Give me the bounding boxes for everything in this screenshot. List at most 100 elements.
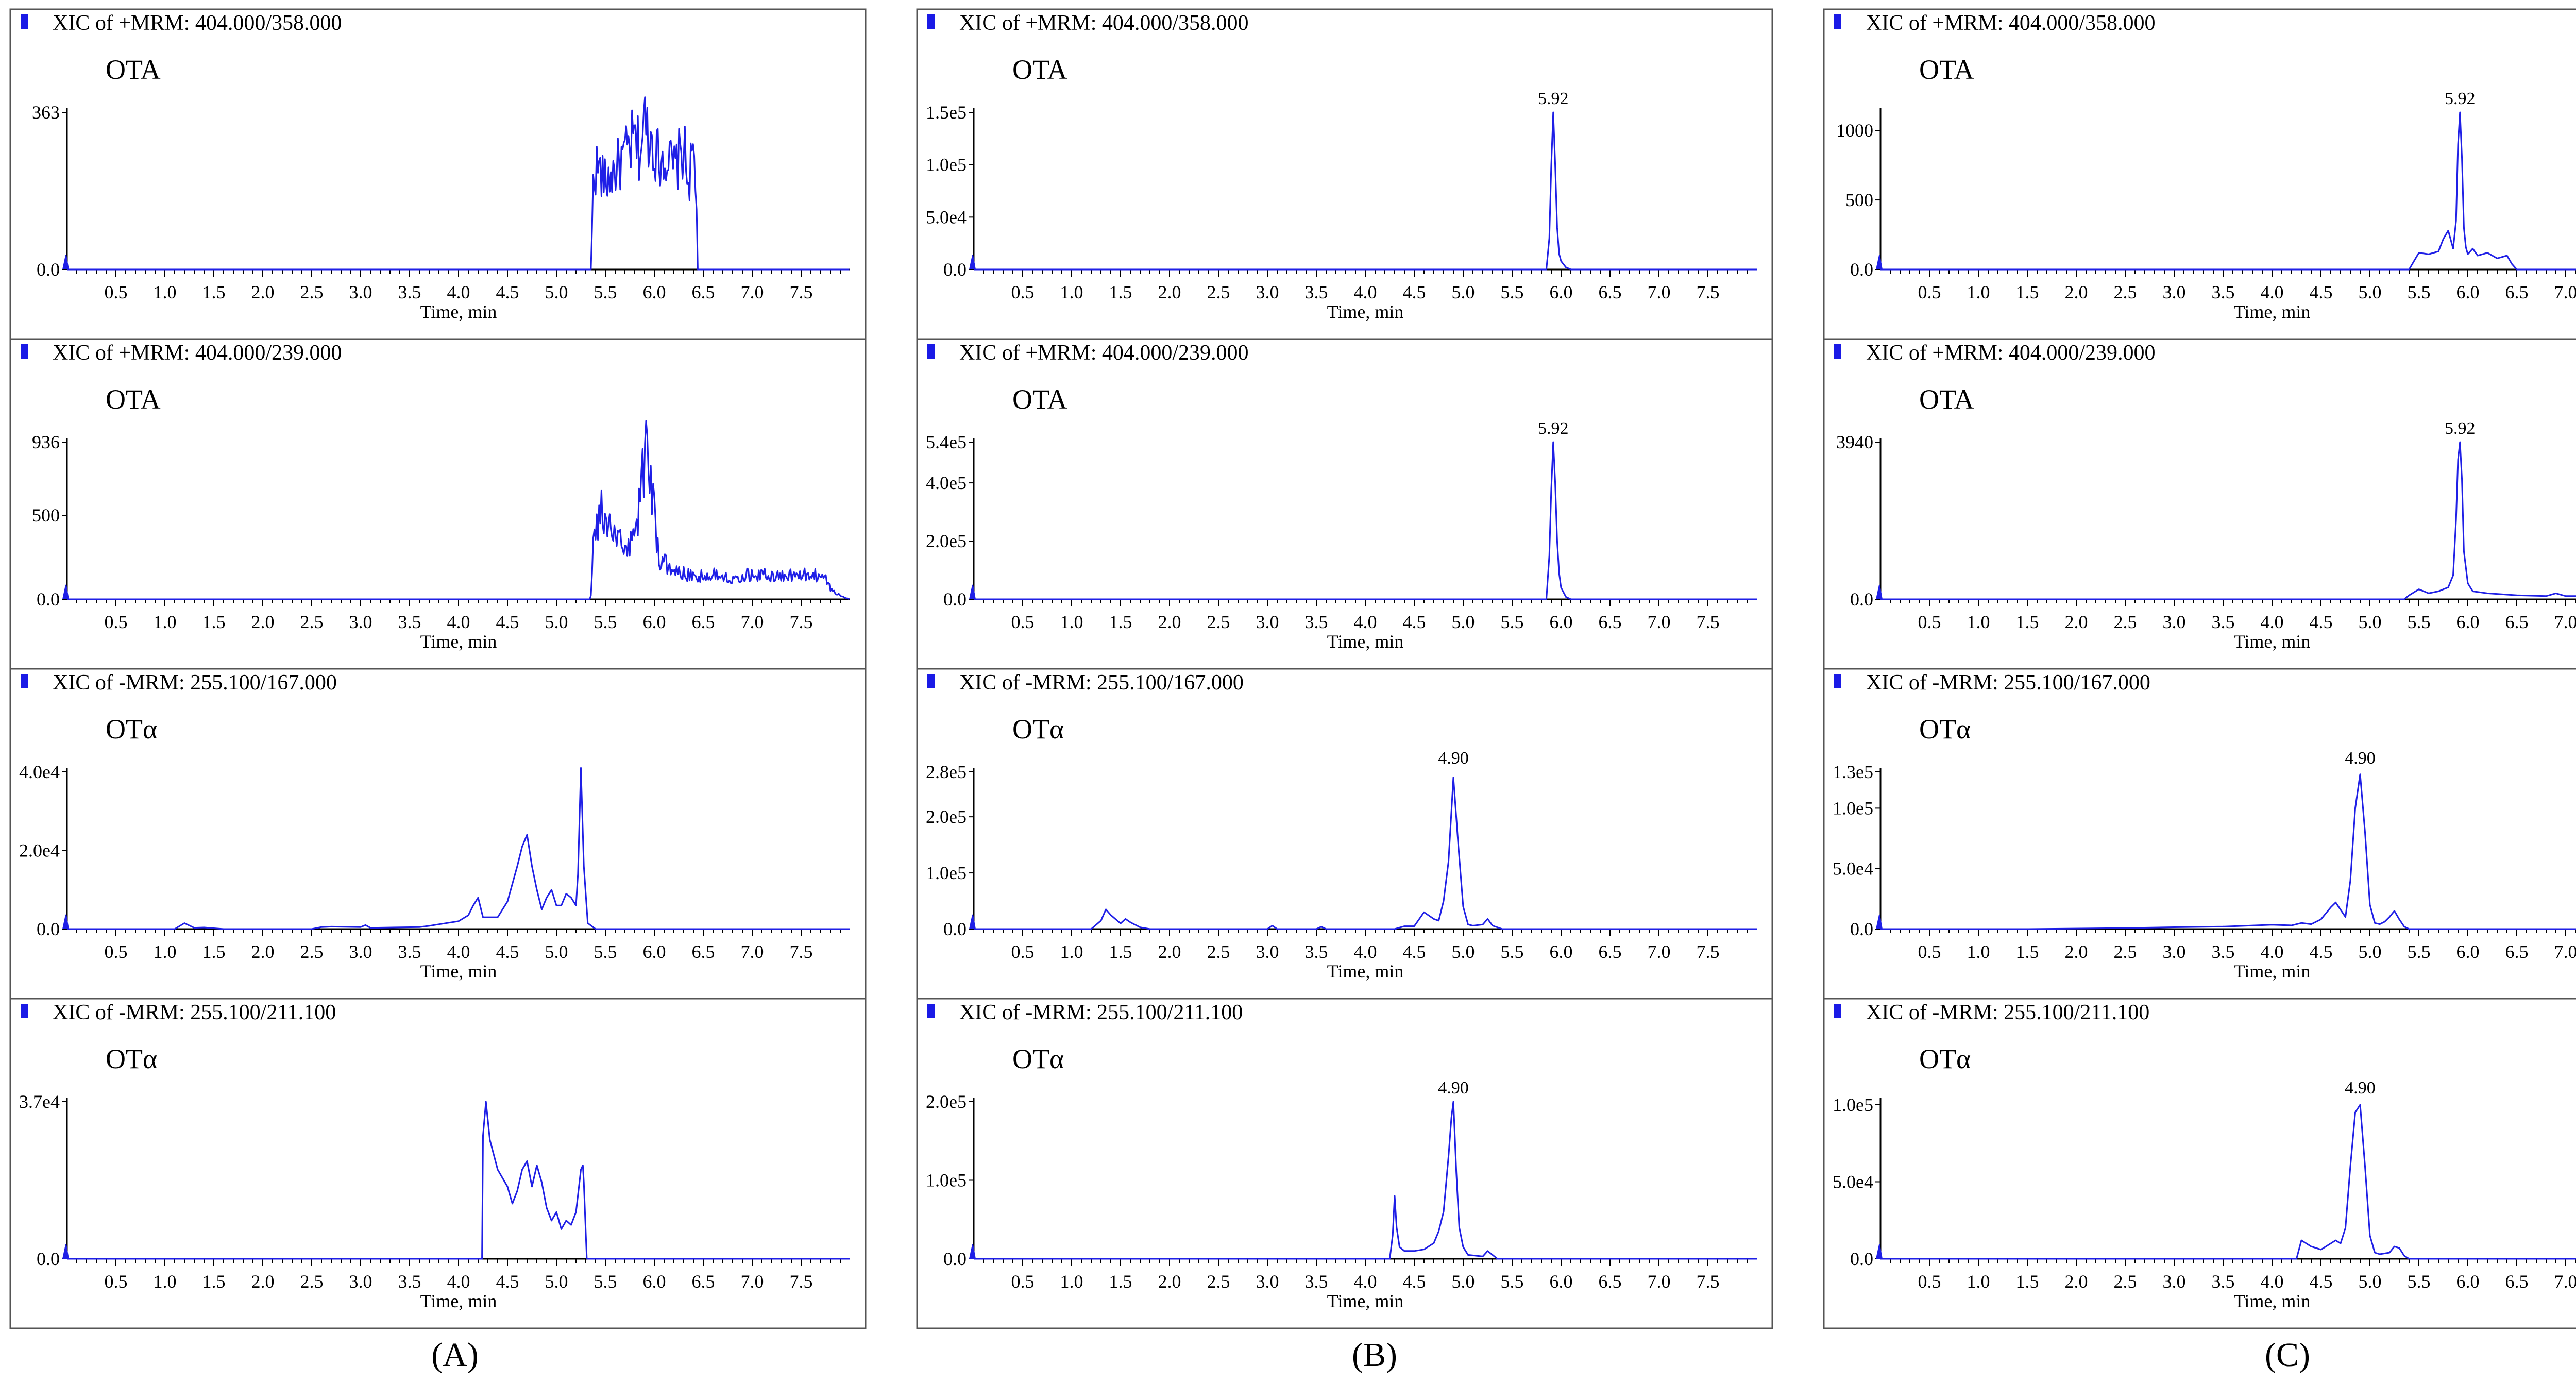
x-tick-label: 5.0: [1452, 282, 1475, 302]
x-tick-label: 4.0: [2261, 941, 2284, 962]
trace-line: [974, 777, 1757, 930]
x-tick-label: 7.0: [2554, 1271, 2576, 1292]
trace-line: [1880, 773, 2576, 930]
x-tick-label: 6.5: [2505, 612, 2529, 632]
y-tick-label: 1.5e5: [926, 102, 967, 123]
x-tick-label: 4.0: [1354, 1271, 1377, 1292]
panel-title: XIC of +MRM: 404.000/358.000: [1866, 11, 2156, 35]
x-tick-label: 6.0: [643, 1271, 666, 1292]
x-tick-label: 3.0: [1256, 1271, 1279, 1292]
x-tick-label: 2.5: [300, 941, 324, 962]
x-tick-label: 6.5: [1599, 282, 1622, 302]
x-tick-label: 4.5: [496, 612, 519, 632]
panel-marker-icon: [21, 1004, 28, 1018]
trace-line: [67, 420, 850, 600]
y-tick-label: 1.0e5: [926, 155, 967, 175]
y-tick-label: 0.0: [943, 1249, 967, 1269]
trace-line: [974, 1101, 1757, 1260]
y-tick-label: 3.7e4: [19, 1091, 60, 1112]
column-label-c: (C): [2265, 1336, 2310, 1374]
peak-label: 4.90: [2345, 749, 2376, 768]
x-axis-title: Time, min: [2234, 1291, 2311, 1311]
origin-spike-mark: [1876, 255, 1883, 270]
origin-spike-mark: [1876, 1244, 1883, 1259]
x-tick-label: 2.0: [2065, 612, 2088, 632]
origin-spike-mark: [969, 914, 976, 930]
chromatogram-panel-c4: XIC of -MRM: 255.100/211.100 OTα 0.5 1.0 1.5…: [1823, 998, 2576, 1329]
x-tick-label: 6.0: [2456, 612, 2480, 632]
x-tick-label: 1.0: [1967, 941, 1990, 962]
x-tick-label: 5.5: [594, 941, 617, 962]
x-tick-label: 2.5: [2114, 941, 2137, 962]
x-tick-label: 3.5: [1305, 612, 1328, 632]
x-tick-label: 3.0: [349, 941, 372, 962]
x-tick-label: 3.0: [2163, 1271, 2186, 1292]
chromatogram-panel-b3: XIC of -MRM: 255.100/167.000 OTα 0.5 1.0 1.5…: [916, 668, 1773, 1000]
y-tick-label: 2.0e5: [926, 806, 967, 827]
x-tick-label: 3.5: [1305, 1271, 1328, 1292]
x-tick-label: 3.0: [1256, 612, 1279, 632]
x-tick-label: 6.5: [2505, 941, 2529, 962]
compound-label: OTA: [1919, 384, 1974, 415]
peak-label: 5.92: [1538, 89, 1569, 108]
y-tick-label: 0.0: [1850, 589, 1873, 610]
compound-label: OTα: [1012, 1043, 1064, 1074]
panel-title: XIC of -MRM: 255.100/211.100: [53, 1001, 336, 1024]
x-tick-label: 1.5: [2016, 941, 2039, 962]
x-tick-label: 6.0: [643, 612, 666, 632]
x-tick-label: 7.0: [2554, 282, 2576, 302]
x-tick-label: 6.0: [1550, 941, 1573, 962]
y-tick-label: 1.0e5: [1833, 1094, 1873, 1115]
x-tick-label: 0.5: [105, 941, 128, 962]
x-axis-title: Time, min: [420, 961, 497, 982]
y-tick-label: 0.0: [943, 589, 967, 610]
compound-label: OTA: [106, 54, 161, 85]
x-tick-label: 1.5: [202, 1271, 226, 1292]
x-tick-label: 6.5: [692, 1271, 715, 1292]
y-tick-label: 500: [32, 505, 60, 526]
y-tick-label: 1000: [1836, 120, 1873, 141]
x-tick-label: 3.5: [398, 941, 421, 962]
x-tick-label: 1.5: [202, 282, 226, 302]
x-tick-label: 7.0: [1648, 941, 1671, 962]
panel-marker-icon: [927, 674, 935, 688]
x-tick-label: 0.5: [105, 282, 128, 302]
chromatogram-panel-c2: XIC of +MRM: 404.000/239.000 OTA 0.5 1.0 1.5…: [1823, 338, 2576, 670]
x-axis-title: Time, min: [2234, 631, 2311, 652]
x-tick-label: 4.5: [1403, 941, 1426, 962]
panel-title: XIC of -MRM: 255.100/167.000: [1866, 671, 2150, 695]
y-tick-label: 0.0: [1850, 919, 1873, 939]
x-tick-label: 4.5: [2310, 941, 2333, 962]
x-tick-label: 0.5: [1918, 1271, 1941, 1292]
x-tick-label: 3.5: [398, 282, 421, 302]
x-tick-label: 2.5: [2114, 612, 2137, 632]
x-axis-title: Time, min: [1327, 961, 1404, 982]
x-tick-label: 4.0: [1354, 282, 1377, 302]
panel-title: XIC of -MRM: 255.100/167.000: [959, 671, 1244, 695]
x-tick-label: 2.5: [300, 1271, 324, 1292]
x-tick-label: 2.0: [1158, 941, 1181, 962]
x-tick-label: 4.0: [2261, 1271, 2284, 1292]
x-tick-label: 5.0: [1452, 1271, 1475, 1292]
x-tick-label: 6.5: [692, 282, 715, 302]
compound-label: OTα: [106, 714, 157, 745]
trace-line: [1880, 111, 2576, 271]
panel-marker-icon: [1834, 344, 1841, 359]
y-tick-label: 936: [32, 432, 60, 452]
x-tick-label: 5.0: [1452, 941, 1475, 962]
origin-spike-mark: [1876, 584, 1883, 600]
x-tick-label: 2.5: [1207, 1271, 1230, 1292]
x-axis-title: Time, min: [1327, 301, 1404, 322]
x-tick-label: 1.0: [154, 1271, 177, 1292]
peak-label: 4.90: [2345, 1078, 2376, 1098]
x-tick-label: 5.5: [2408, 941, 2431, 962]
x-tick-label: 5.0: [1452, 612, 1475, 632]
x-tick-label: 3.5: [398, 1271, 421, 1292]
x-tick-label: 4.5: [2310, 282, 2333, 302]
y-tick-label: 0.0: [1850, 1249, 1873, 1269]
compound-label: OTα: [106, 1043, 157, 1074]
x-tick-label: 0.5: [105, 612, 128, 632]
trace-line: [974, 441, 1757, 600]
x-tick-label: 4.0: [2261, 612, 2284, 632]
